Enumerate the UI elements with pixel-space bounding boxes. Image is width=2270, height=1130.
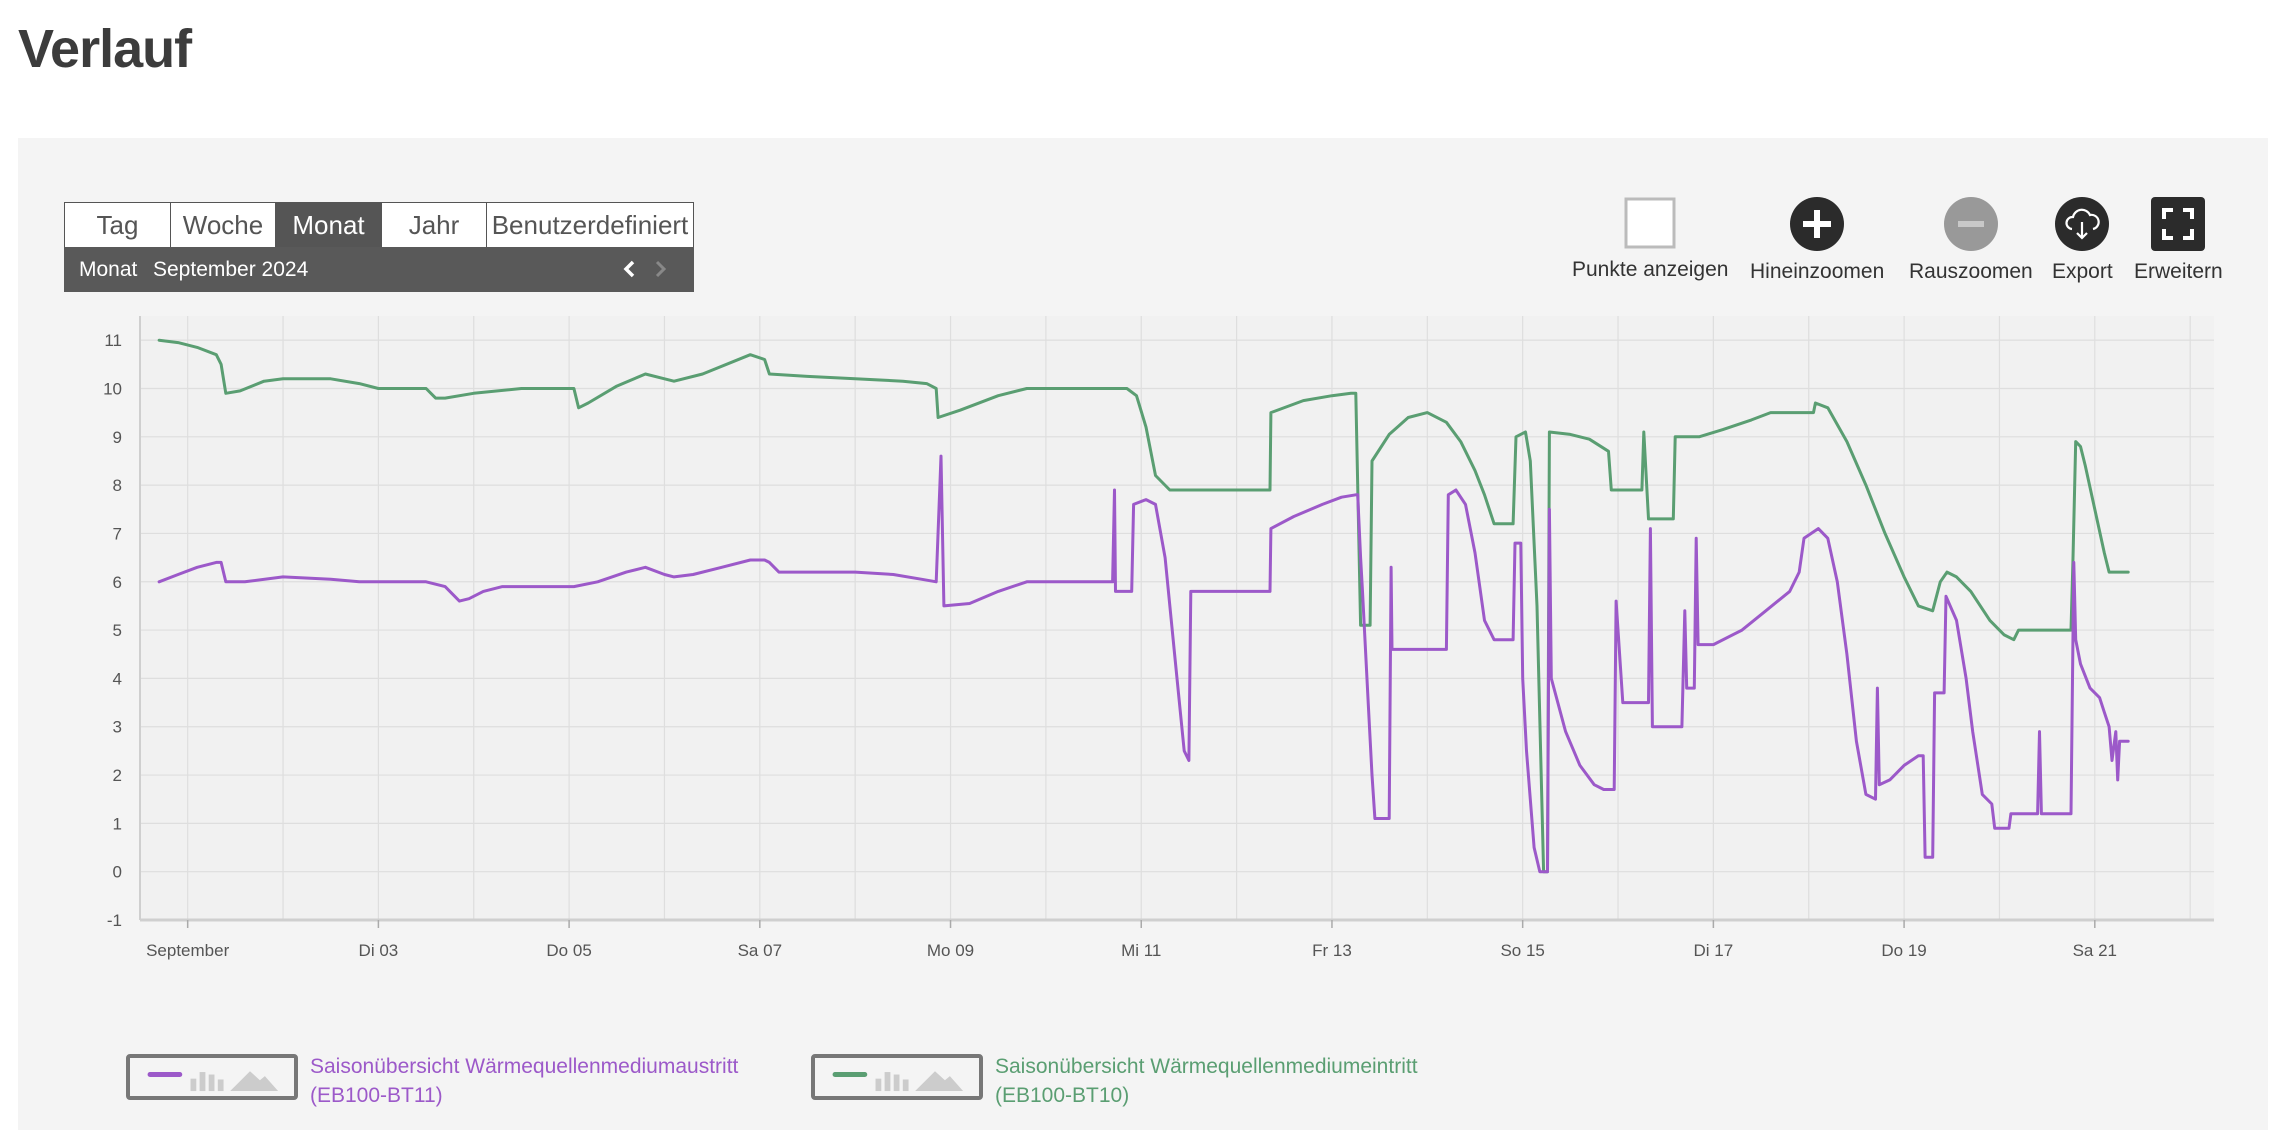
zoom-out-button[interactable]: Rauszoomen — [1909, 196, 2033, 284]
x-tick-label: September — [146, 941, 229, 960]
y-tick-label: 2 — [113, 766, 122, 785]
axes: -1 0 1 2 3 4 5 6 7 8 9 10 11 September Di 03 Do 05 Sa 07… — [103, 316, 2214, 960]
grid — [140, 316, 2214, 921]
tab-monat[interactable]: Monat — [276, 203, 382, 247]
period-selector: Monat September 2024 — [64, 247, 694, 292]
show-points-label: Punkte anzeigen — [1572, 258, 1729, 281]
tab-jahr[interactable]: Jahr — [382, 203, 487, 247]
legend-label-bt11-line2: (EB100-BT11) — [310, 1084, 443, 1107]
period-selector-label: Monat — [79, 258, 138, 281]
expand-label: Erweitern — [2134, 260, 2223, 283]
tab-tag[interactable]: Tag — [65, 203, 171, 247]
x-tick-label: Mi 11 — [1121, 941, 1161, 960]
line-series-swatch-icon — [811, 1054, 983, 1100]
expand-button[interactable]: Erweitern — [2134, 196, 2223, 284]
show-points-toggle[interactable]: Punkte anzeigen — [1572, 196, 1728, 282]
export-button[interactable]: Export — [2052, 196, 2113, 284]
x-tick-label: Sa 21 — [2073, 941, 2117, 960]
series-group — [157, 338, 2130, 874]
x-tick-label: Sa 07 — [738, 941, 782, 960]
x-tick-label: Di 03 — [359, 941, 399, 960]
minus-icon — [1943, 197, 1998, 251]
series-line-bt10 — [157, 338, 2130, 874]
y-tick-label: 4 — [113, 669, 122, 688]
legend-label-bt11-line1: Saisonübersicht Wärmequellenmediumaustri… — [310, 1055, 739, 1078]
x-tick-label: Mo 09 — [927, 941, 974, 960]
y-tick-label: 0 — [113, 863, 122, 882]
y-tick-label: 1 — [113, 814, 122, 833]
next-period-button[interactable] — [648, 255, 672, 283]
y-tick-label: -1 — [107, 911, 122, 930]
y-tick-label: 7 — [113, 524, 122, 543]
tab-benutzerdefiniert[interactable]: Benutzerdefiniert — [491, 210, 689, 240]
export-label: Export — [2052, 260, 2113, 283]
x-tick-label: Di 17 — [1694, 941, 1734, 960]
series-line-bt11 — [157, 454, 2130, 874]
period-tabs: Tag Woche Monat Jahr Benutzerdefiniert — [64, 202, 694, 248]
chevron-right-icon — [655, 260, 667, 278]
checkbox-icon — [1624, 197, 1676, 249]
tab-woche[interactable]: Woche — [171, 203, 276, 247]
y-tick-label: 10 — [103, 379, 122, 398]
zoom-in-button[interactable]: Hineinzoomen — [1750, 196, 1884, 284]
y-tick-label: 8 — [113, 476, 122, 495]
zoom-out-label: Rauszoomen — [1909, 260, 2033, 283]
y-tick-label: 6 — [113, 573, 122, 592]
legend-item-bt11[interactable]: Saisonübersicht Wärmequellenmediumaustri… — [126, 1054, 738, 1110]
x-tick-label: So 15 — [1500, 941, 1544, 960]
x-tick-label: Do 19 — [1881, 941, 1926, 960]
previous-period-button[interactable] — [618, 255, 642, 283]
legend-item-bt10[interactable]: Saisonübersicht Wärmequellenmediumeintri… — [811, 1054, 1418, 1110]
cloud-download-icon — [2055, 197, 2110, 251]
x-tick-label: Fr 13 — [1312, 941, 1352, 960]
line-chart: -1 0 1 2 3 4 5 6 7 8 9 10 11 September Di 03 Do 05 Sa 07… — [103, 316, 2214, 960]
legend-label-bt10-line1: Saisonübersicht Wärmequellenmediumeintri… — [995, 1055, 1418, 1078]
legend-label-bt10: Saisonübersicht Wärmequellenmediumeintri… — [995, 1052, 1418, 1110]
y-tick-label: 5 — [113, 621, 122, 640]
fullscreen-icon — [2151, 197, 2206, 251]
chevron-left-icon — [623, 260, 635, 278]
y-tick-label: 11 — [104, 331, 122, 350]
y-tick-label: 9 — [113, 428, 122, 447]
plot-area — [140, 316, 2214, 920]
zoom-in-label: Hineinzoomen — [1750, 260, 1885, 283]
legend-label-bt10-line2: (EB100-BT10) — [995, 1084, 1130, 1107]
legend-label-bt11: Saisonübersicht Wärmequellenmediumaustri… — [310, 1052, 738, 1110]
x-tick-label: Do 05 — [546, 941, 591, 960]
y-tick-label: 3 — [113, 718, 122, 737]
page-title: Verlauf — [18, 19, 192, 79]
plus-icon — [1790, 197, 1845, 251]
line-series-swatch-icon — [126, 1054, 298, 1100]
period-selector-value: September 2024 — [153, 258, 309, 281]
